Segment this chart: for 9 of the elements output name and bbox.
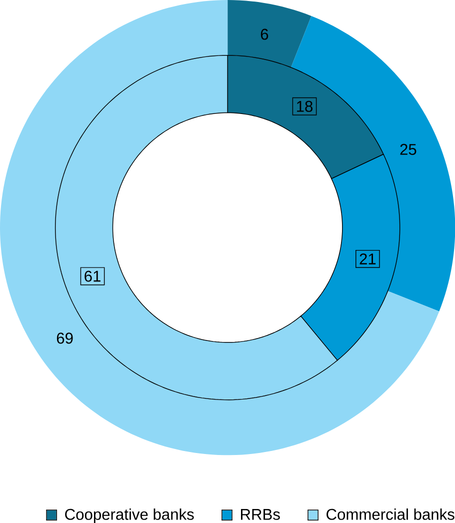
data-label: 61	[84, 270, 100, 282]
legend-label: RRBs	[240, 509, 280, 520]
data-label: 21	[360, 253, 376, 264]
data-label: 18	[296, 100, 312, 112]
data-label: 69	[56, 332, 73, 344]
data-label: 25	[400, 144, 416, 155]
legend-label: Commercial banks	[326, 508, 454, 520]
data-label: 6	[260, 28, 268, 40]
legend-label: Cooperative banks	[65, 508, 194, 523]
